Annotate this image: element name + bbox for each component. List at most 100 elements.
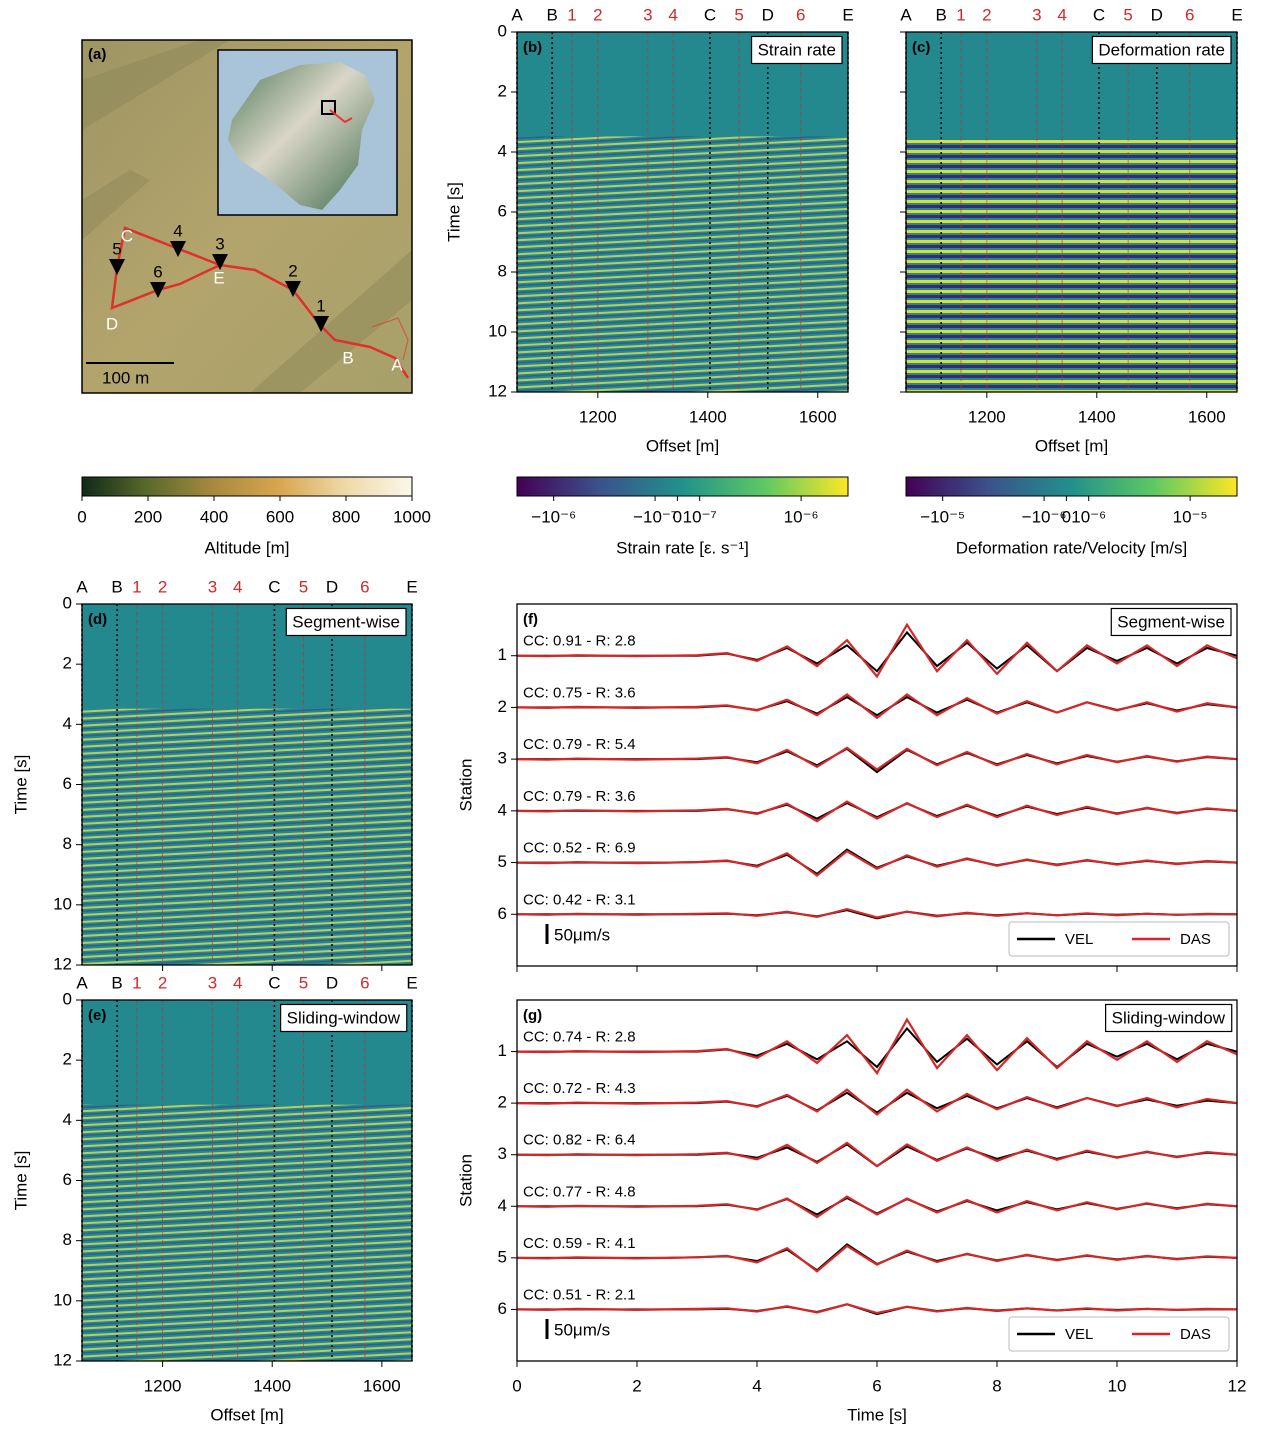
panel-title: Deformation rate [1098, 40, 1225, 59]
colorbar [81, 476, 413, 497]
colorbar-tick-label: 400 [200, 507, 228, 526]
y-tick-label: 6 [498, 1299, 507, 1318]
legend-label: VEL [1065, 1326, 1093, 1343]
marker-label: 3 [208, 973, 217, 992]
x-tick-label: 8 [992, 1376, 1001, 1395]
y-tick-label: 8 [63, 1230, 72, 1249]
marker-label: 3 [1032, 5, 1041, 24]
station-label: 1 [316, 296, 325, 315]
marker-label: 5 [299, 973, 308, 992]
marker-label: 2 [158, 577, 167, 596]
legend-label: VEL [1065, 931, 1093, 948]
colorbar-tick-label: 10⁻⁵ [1173, 507, 1208, 526]
marker-label: 6 [796, 5, 805, 24]
trace [516, 1141, 1238, 1168]
station-label: 2 [288, 261, 297, 280]
x-tick-label: 1200 [144, 1376, 182, 1395]
trace-annotation: CC: 0.72 - R: 4.3 [523, 1080, 636, 1097]
panel-label: (a) [88, 46, 106, 63]
title-box [1110, 607, 1232, 637]
station-label: 3 [215, 234, 224, 253]
trace-annotation: CC: 0.52 - R: 6.9 [523, 840, 636, 857]
trace-annotation: CC: 0.75 - R: 3.6 [523, 684, 636, 701]
colorbar-tick-label: 10⁻⁶ [1071, 507, 1106, 526]
y-tick-label: 3 [498, 1144, 507, 1163]
station-marker [285, 281, 301, 297]
y-tick-label: 4 [63, 1110, 72, 1129]
colorbar-tick-label: −10⁻⁶ [531, 507, 576, 526]
marker-label: B [111, 973, 122, 992]
marker-label: A [511, 5, 523, 24]
trace [516, 800, 1238, 823]
colorbar-label: Altitude [m] [204, 538, 289, 557]
trace-annotation: CC: 0.91 - R: 2.8 [523, 633, 636, 650]
x-tick-label: 1400 [253, 1376, 291, 1395]
trace-annotation: CC: 0.42 - R: 3.1 [523, 891, 636, 908]
colorbar-tick-label: −10⁻⁶ [1022, 507, 1067, 526]
trace-annotation: CC: 0.82 - R: 6.4 [523, 1132, 636, 1149]
colorbar-tick-label: 600 [266, 507, 294, 526]
heatmap-texture [517, 136, 848, 392]
x-tick-label: 1200 [579, 407, 617, 426]
y-axis-label: Station [456, 1154, 475, 1207]
panel-label: (e) [88, 1007, 106, 1024]
marker-label: 1 [567, 5, 576, 24]
colorbar-tick-label: 0 [77, 507, 86, 526]
map-panel: 100 m (a) [81, 39, 413, 394]
trace-annotation: CC: 0.51 - R: 2.1 [523, 1286, 636, 1303]
trace-annotation: CC: 0.59 - R: 4.1 [523, 1235, 636, 1252]
heatmap-texture [82, 1104, 412, 1361]
y-tick-label: 5 [498, 1247, 507, 1266]
marker-label: 2 [982, 5, 991, 24]
marker-label: 4 [233, 973, 242, 992]
y-tick-label: 4 [498, 800, 507, 819]
x-tick-label: 0 [512, 1376, 521, 1395]
marker-label: 3 [643, 5, 652, 24]
x-tick-label: 1400 [1078, 407, 1116, 426]
point-label: E [213, 268, 224, 287]
station-marker [150, 282, 166, 298]
y-tick-label: 8 [63, 834, 72, 853]
map-frame [81, 39, 413, 394]
cable-loop [371, 317, 409, 361]
panel-title: Strain rate [758, 40, 836, 59]
station-label: 6 [153, 262, 162, 281]
y-tick-label: 2 [63, 1050, 72, 1069]
y-tick-label: 8 [498, 261, 507, 280]
legend [1008, 1316, 1230, 1352]
x-tick-label: 10 [1108, 1376, 1127, 1395]
y-tick-label: 2 [498, 697, 507, 716]
trace [516, 622, 1238, 679]
colorbar-tick-label: 200 [134, 507, 162, 526]
x-axis-label: Offset [m] [1035, 436, 1108, 455]
marker-label: C [1093, 5, 1105, 24]
y-axis-label: Time [s] [444, 182, 463, 242]
trace-annotation: CC: 0.77 - R: 4.8 [523, 1183, 636, 1200]
marker-label: A [900, 5, 912, 24]
marker-label: 1 [132, 577, 141, 596]
y-tick-label: 5 [498, 852, 507, 871]
marker-label: 3 [208, 577, 217, 596]
marker-label: 5 [734, 5, 743, 24]
y-tick-label: 1 [498, 645, 507, 664]
y-axis-label: Time [s] [11, 755, 30, 815]
panel-label: (d) [88, 611, 107, 628]
title-box [280, 1003, 408, 1033]
trace [516, 746, 1238, 771]
panel-label: (c) [912, 39, 930, 56]
colorbar-tick-label: 10⁻⁷ [683, 507, 717, 526]
legend-label: DAS [1180, 1326, 1211, 1343]
station-label: 4 [173, 221, 182, 240]
y-axis-label: Station [456, 759, 475, 812]
trace [516, 1303, 1238, 1315]
marker-label: B [936, 5, 947, 24]
marker-label: A [76, 973, 88, 992]
heatmap-texture [906, 140, 1237, 392]
marker-label: 6 [360, 577, 369, 596]
colorbar-tick-label: 0 [673, 507, 682, 526]
y-tick-label: 6 [498, 904, 507, 923]
marker-label: 1 [132, 973, 141, 992]
trace [516, 907, 1238, 919]
marker-label: B [111, 577, 122, 596]
